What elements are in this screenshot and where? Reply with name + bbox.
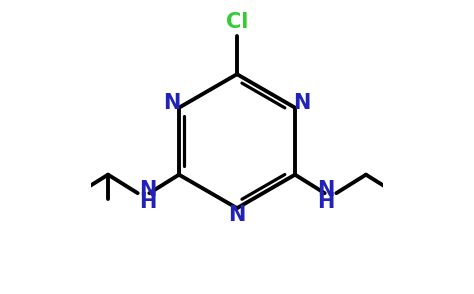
Text: H: H bbox=[139, 192, 156, 212]
Text: N: N bbox=[228, 206, 246, 225]
Text: Cl: Cl bbox=[226, 12, 248, 32]
Text: H: H bbox=[318, 192, 335, 212]
Text: N: N bbox=[293, 93, 311, 113]
Text: N: N bbox=[163, 93, 181, 113]
Text: N: N bbox=[318, 180, 335, 200]
Text: N: N bbox=[139, 180, 156, 200]
